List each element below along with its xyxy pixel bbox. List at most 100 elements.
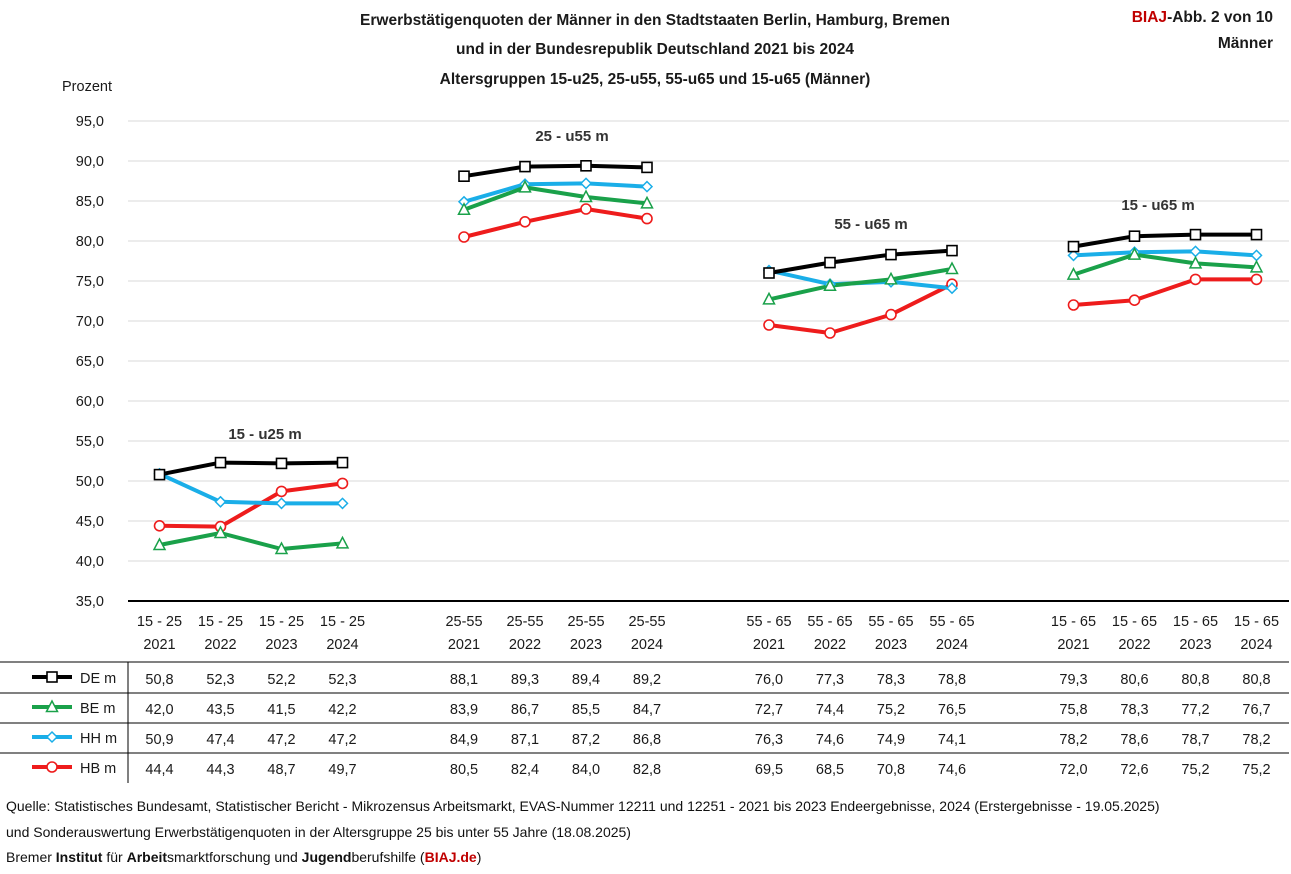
data-point-de-m <box>1189 228 1202 241</box>
table-cell-value: 80,8 <box>1181 672 1209 688</box>
y-tick-label: 45,0 <box>76 514 104 530</box>
series-line-de-m <box>1071 232 1259 249</box>
x-tick-label-year: 2023 <box>875 637 907 653</box>
y-axis-label: Prozent <box>62 79 112 95</box>
table-cell-value: 78,2 <box>1242 732 1270 748</box>
series-line-be-m <box>157 531 345 551</box>
table-cell-value: 72,6 <box>1120 762 1148 778</box>
source-text: für <box>102 849 127 865</box>
x-tick-label-group: 15 - 65 <box>1234 614 1279 630</box>
data-point-hb-m <box>1128 294 1141 307</box>
data-point-be-m <box>579 189 593 203</box>
data-point-be-m <box>518 179 532 193</box>
y-tick-label: 75,0 <box>76 274 104 290</box>
x-tick-label-year: 2023 <box>570 637 602 653</box>
data-point-be-m <box>1127 246 1142 260</box>
group-label: 25 - u55 m <box>535 128 608 145</box>
table-cell-value: 86,8 <box>633 732 661 748</box>
data-point-de-m <box>275 457 288 470</box>
group-label: 15 - u25 m <box>228 426 301 443</box>
badge-figure-number: -Abb. 2 von 10 <box>1167 9 1273 26</box>
x-tick-label-group: 15 - 65 <box>1112 614 1157 630</box>
x-tick-label-year: 2022 <box>814 637 846 653</box>
table-cell-value: 68,5 <box>816 762 844 778</box>
table-cell-value: 75,8 <box>1059 702 1087 718</box>
source-bold: Institut <box>55 849 103 865</box>
y-tick-label: 65,0 <box>76 354 104 370</box>
series-line-hh-m <box>157 471 345 506</box>
x-tick-label-year: 2022 <box>1118 637 1150 653</box>
data-point-de-m <box>214 456 227 469</box>
source-text: smarktforschung und <box>167 849 302 865</box>
y-tick-label: 40,0 <box>76 554 104 570</box>
table-cell-value: 52,2 <box>267 672 295 688</box>
data-point-hh-m <box>214 495 227 508</box>
x-tick-label-year: 2024 <box>1240 637 1272 653</box>
table-cell-value: 84,7 <box>633 702 661 718</box>
y-tick-label: 85,0 <box>76 194 104 210</box>
data-point-de-m <box>1128 230 1141 242</box>
data-point-be-m <box>1188 255 1203 269</box>
data-point-be-m <box>335 535 350 549</box>
table-cell-value: 47,2 <box>267 732 295 748</box>
legend-key-marker <box>46 761 58 773</box>
y-tick-label: 50,0 <box>76 474 104 490</box>
source-text: berufshilfe ( <box>351 849 425 865</box>
data-point-hh-m <box>945 282 959 295</box>
x-tick-label-group: 55 - 65 <box>807 614 852 630</box>
table-cell-value: 70,8 <box>877 762 905 778</box>
source-note-line-2: und Sonderauswertung Erwerbstätigenquote… <box>6 824 631 840</box>
data-point-hb-m <box>885 308 897 321</box>
x-tick-label-group: 15 - 25 <box>259 614 304 630</box>
data-point-be-m <box>274 541 289 555</box>
source-link-biaj[interactable]: BIAJ.de <box>424 849 477 865</box>
x-tick-label-year: 2023 <box>265 637 297 653</box>
table-cell-value: 87,1 <box>511 732 539 748</box>
data-point-hb-m <box>1189 273 1202 286</box>
data-point-be-m <box>1249 259 1264 273</box>
table-cell-value: 69,5 <box>755 762 783 778</box>
x-tick-label-year: 2022 <box>204 637 236 653</box>
table-cell-value: 78,8 <box>938 672 966 688</box>
badge-subtitle: Männer <box>1217 35 1273 52</box>
table-cell-value: 89,4 <box>572 672 600 688</box>
series-line-hh-m <box>462 181 649 204</box>
data-point-hb-m <box>336 477 349 490</box>
data-point-be-m <box>213 525 228 539</box>
series-line-be-m <box>1071 252 1259 277</box>
legend-label: BE m <box>80 701 115 717</box>
series-line-be-m <box>462 185 649 212</box>
table-cell-value: 72,7 <box>755 702 783 718</box>
data-point-hh-m <box>1250 249 1263 262</box>
x-tick-label-year: 2024 <box>631 637 663 653</box>
table-cell-value: 74,1 <box>938 732 966 748</box>
x-tick-label-year: 2024 <box>936 637 968 653</box>
table-cell-value: 83,9 <box>450 702 478 718</box>
table-cell-value: 47,4 <box>206 732 234 748</box>
data-point-hb-m <box>275 485 288 498</box>
data-point-be-m <box>457 202 471 216</box>
data-point-hh-m <box>336 497 349 510</box>
y-tick-label: 95,0 <box>76 114 104 130</box>
x-tick-label-group: 15 - 25 <box>320 614 365 630</box>
data-point-hb-m <box>1067 299 1080 311</box>
data-point-de-m <box>458 170 470 182</box>
table-cell-value: 74,9 <box>877 732 905 748</box>
table-cell-value: 80,8 <box>1242 672 1270 688</box>
data-point-be-m <box>640 195 654 209</box>
table-cell-value: 76,0 <box>755 672 783 688</box>
data-point-de-m <box>641 161 653 174</box>
table-cell-value: 41,5 <box>267 702 295 718</box>
table-cell-value: 75,2 <box>1181 762 1209 778</box>
data-point-be-m <box>884 271 898 285</box>
chart-title-line-3: Altersgruppen 15-u25, 25-u55, 55-u65 und… <box>439 71 871 88</box>
data-point-hb-m <box>1250 273 1263 286</box>
table-cell-value: 79,3 <box>1059 672 1087 688</box>
data-point-de-m <box>580 160 592 172</box>
data-point-hb-m <box>763 319 775 331</box>
table-cell-value: 74,6 <box>816 732 844 748</box>
data-point-de-m <box>519 160 531 173</box>
table-cell-value: 76,3 <box>755 732 783 748</box>
data-point-de-m <box>946 244 958 257</box>
